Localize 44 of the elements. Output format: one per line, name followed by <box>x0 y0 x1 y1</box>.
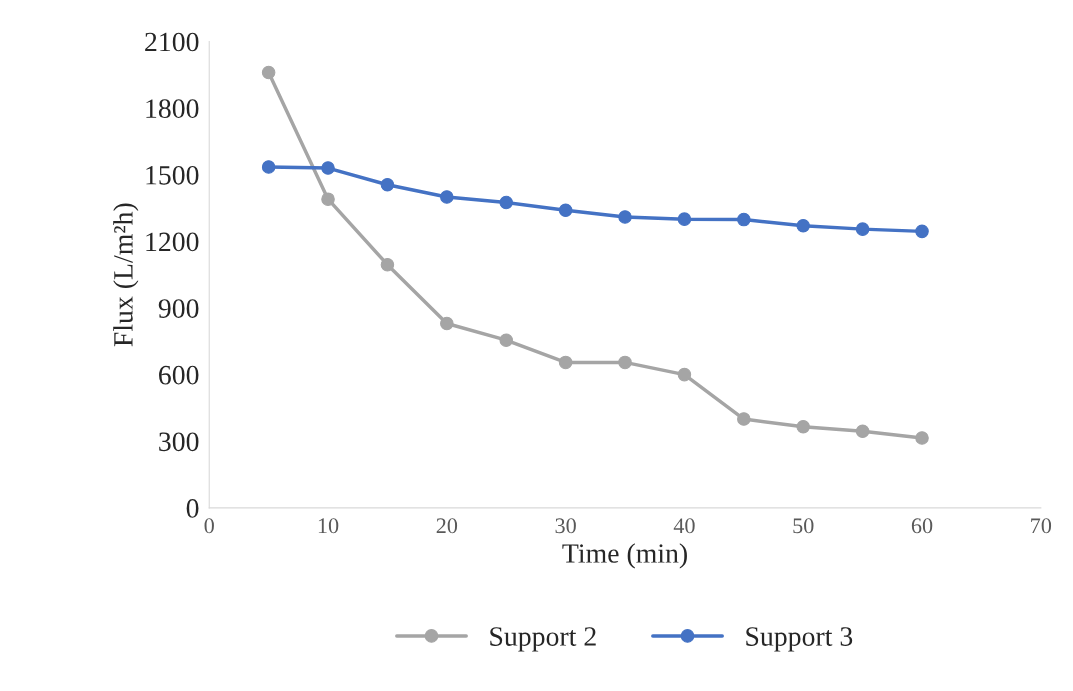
point <box>915 224 929 239</box>
legend-label: Support 2 <box>490 627 596 652</box>
y-tick-label: 600 <box>159 365 199 385</box>
point <box>321 161 335 175</box>
point <box>440 190 454 204</box>
x-tick-label: 30 <box>555 518 576 534</box>
x-tick-label: 40 <box>673 518 695 534</box>
x-tick-label: 10 <box>318 518 339 534</box>
y-tick-label: 900 <box>158 299 199 318</box>
point <box>915 431 929 445</box>
y-tick-label: 1500 <box>146 165 199 185</box>
point <box>558 203 573 218</box>
point <box>380 177 395 192</box>
x-tick-label: 20 <box>436 518 458 534</box>
point <box>440 316 454 331</box>
x-tick-label: 60 <box>911 518 933 534</box>
y-axis-title: Flux (L/m²h) <box>113 203 139 347</box>
point <box>499 333 513 347</box>
point <box>737 412 751 426</box>
point <box>618 210 632 224</box>
y-tick-label: 1800 <box>146 99 199 118</box>
point <box>558 355 573 370</box>
point <box>321 192 335 206</box>
x-tick-label: 0 <box>204 518 214 534</box>
point <box>261 65 276 80</box>
point <box>855 424 870 439</box>
y-tick-label: 300 <box>159 432 199 452</box>
point <box>796 420 810 434</box>
legend-label: Support 3 <box>746 627 853 652</box>
point <box>796 219 810 233</box>
x-tick-label: 70 <box>1031 518 1052 534</box>
point <box>499 195 513 210</box>
x-tick-label: 50 <box>793 518 814 534</box>
point <box>618 355 632 370</box>
x-axis-title: Time (min) <box>562 543 687 569</box>
y-tick-label: 2100 <box>145 32 199 52</box>
y-tick-label: 0 <box>186 499 199 518</box>
y-tick-label: 1200 <box>146 232 199 252</box>
point <box>677 367 692 382</box>
point <box>737 212 751 227</box>
point <box>380 257 395 272</box>
point <box>855 222 870 236</box>
point <box>261 160 276 174</box>
point <box>677 212 692 226</box>
